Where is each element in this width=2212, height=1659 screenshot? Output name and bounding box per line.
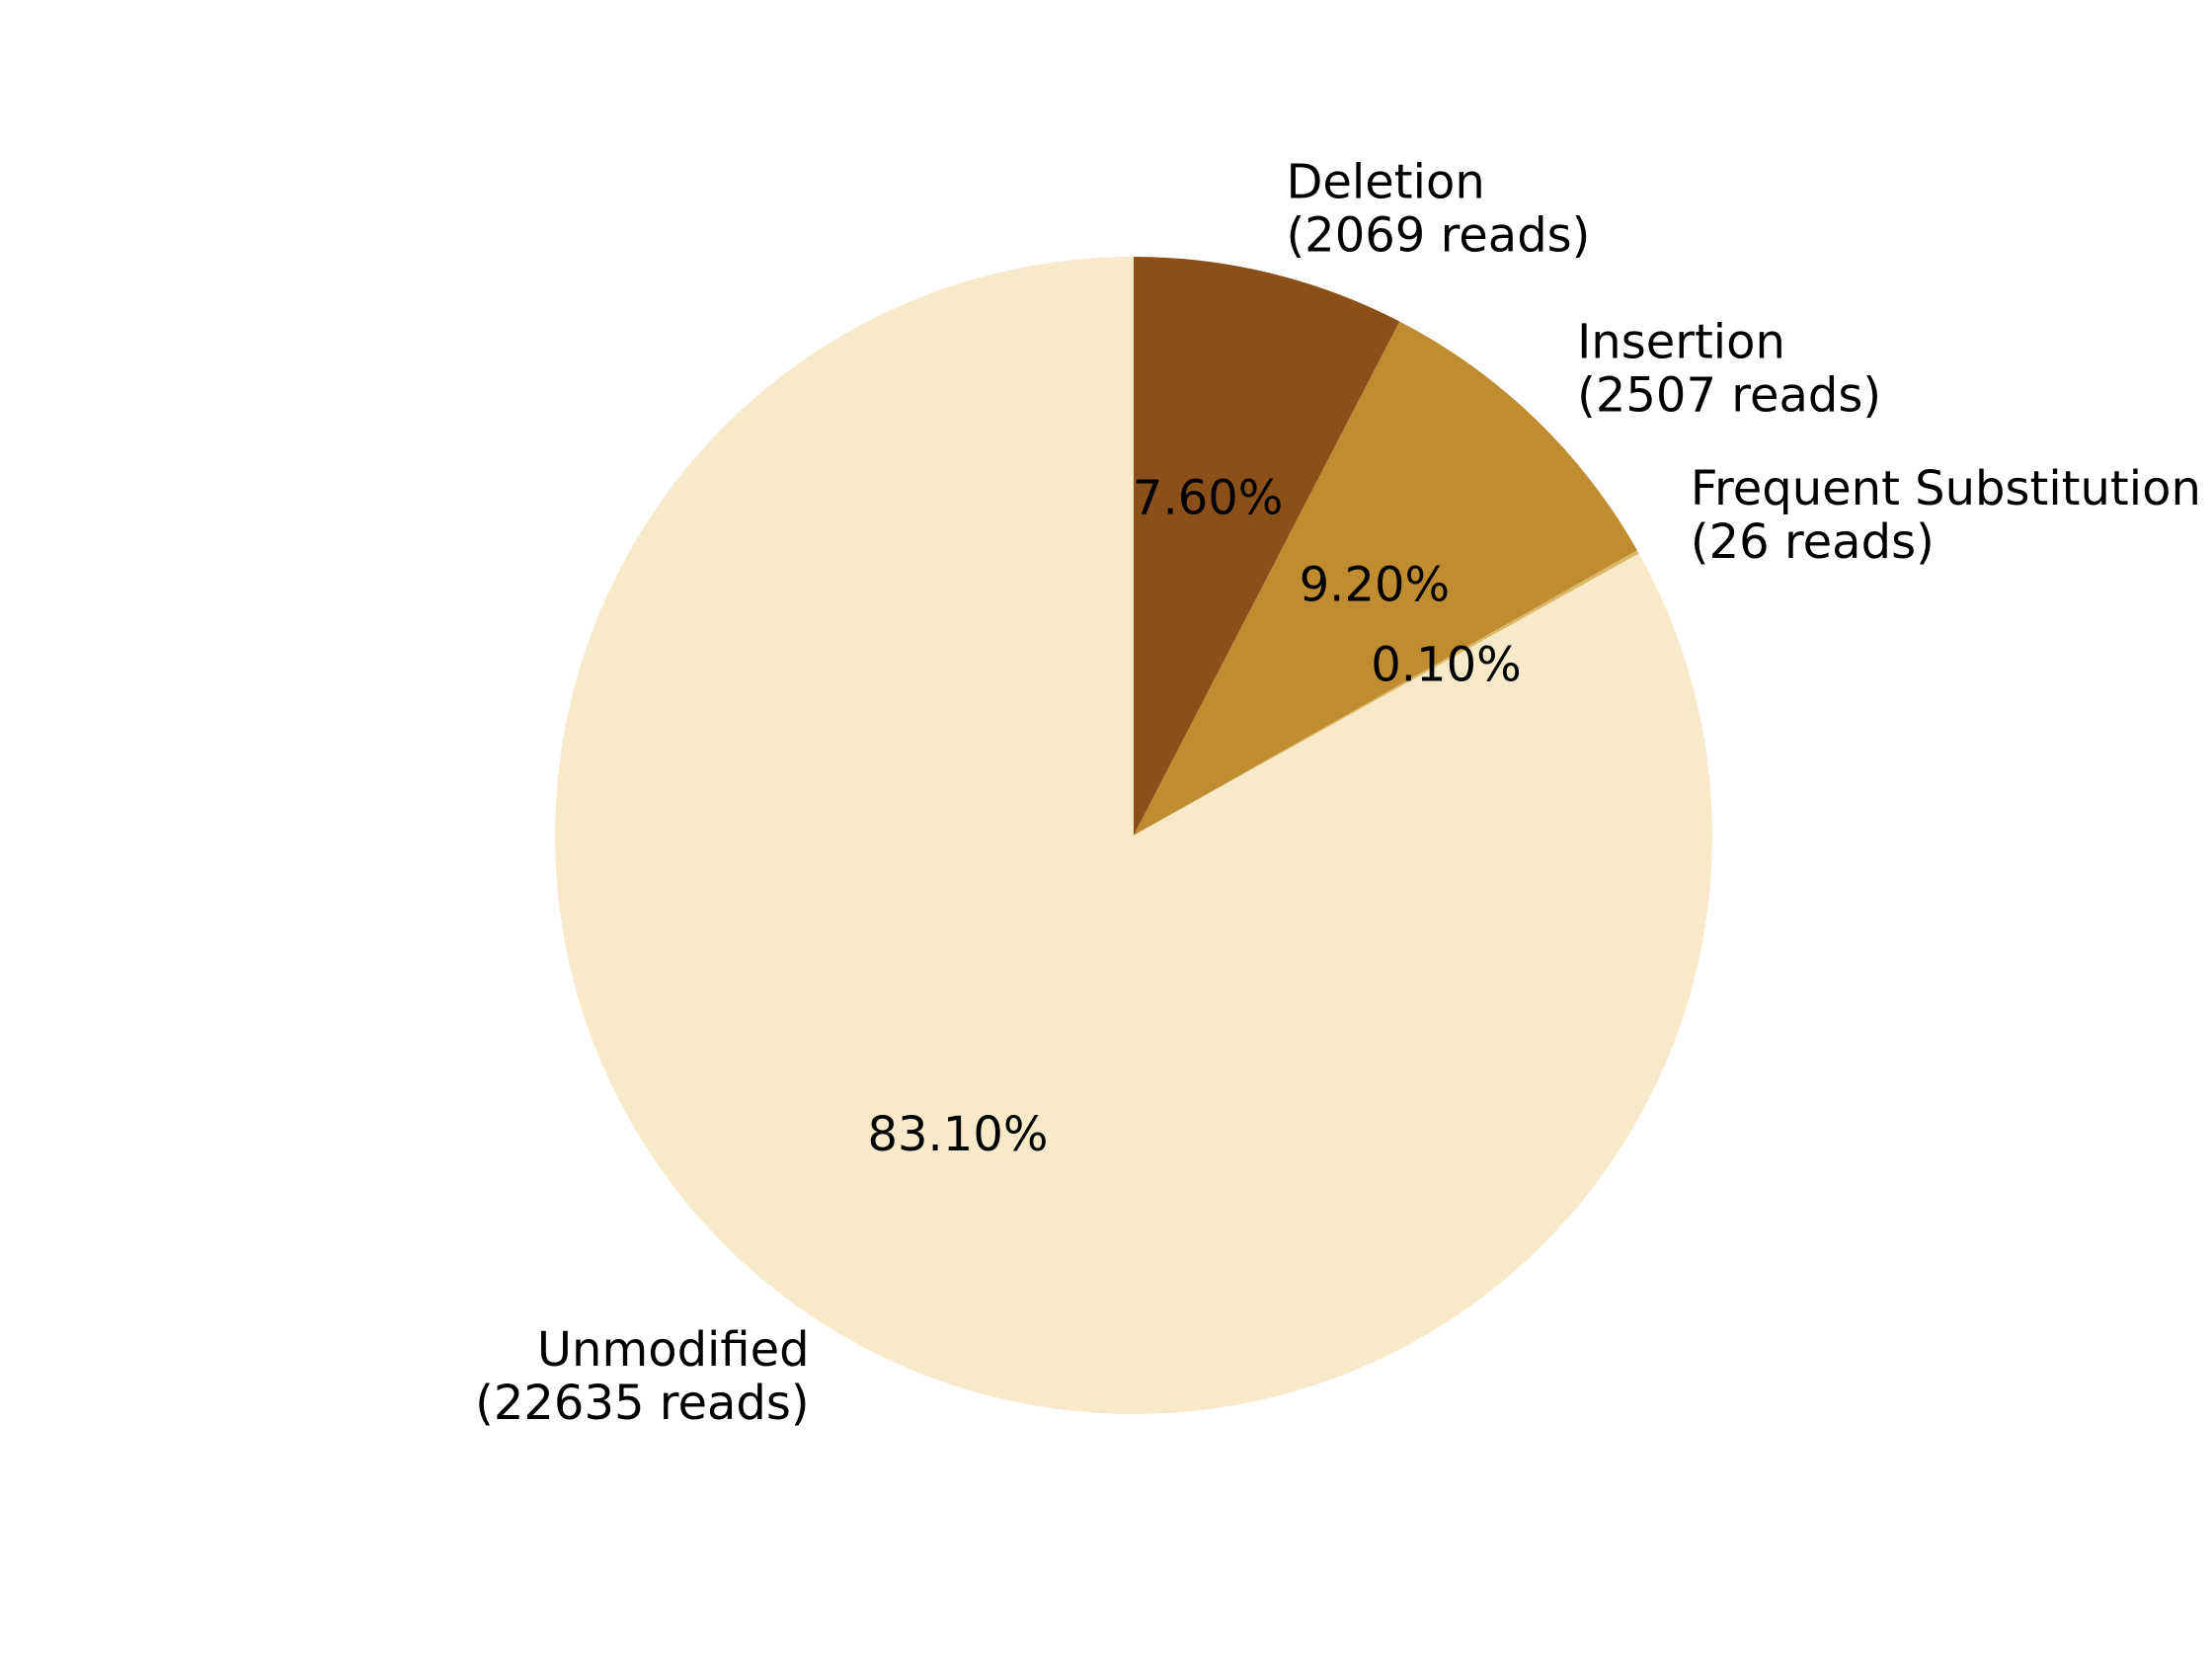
percent-label-frequent-substitution: 0.10% [1371,638,1521,693]
percent-labels: 7.60% 9.20% 0.10% 83.10% [867,470,1521,1162]
slice-name: Unmodified [537,1322,810,1378]
slice-label-deletion: Deletion (2069 reads) [1286,155,1590,264]
slice-label-unmodified: Unmodified (22635 reads) [475,1322,810,1431]
slice-label-insertion: Insertion (2507 reads) [1577,315,1881,424]
slice-name: Frequent Substitution [1691,461,2201,516]
slice-label-frequent-substitution: Frequent Substitution (26 reads) [1691,461,2201,570]
pie-slice-insertion [1134,321,1637,836]
percent-label-insertion: 9.20% [1300,558,1450,613]
pie-slices [555,257,1713,1414]
pie-slice-frequent-substitution [1134,550,1639,835]
slice-reads: (2069 reads) [1286,208,1590,264]
slice-name: Deletion [1286,155,1484,210]
slice-name: Insertion [1577,315,1785,370]
slice-reads: (26 reads) [1691,514,1935,570]
pie-slice-unmodified [555,257,1713,1414]
percent-label-deletion: 7.60% [1133,470,1283,525]
slice-labels: Deletion (2069 reads) Insertion (2507 reads… [475,155,2201,1431]
percent-label-unmodified: 83.10% [867,1107,1048,1162]
slice-reads: (22635 reads) [475,1376,810,1431]
slice-reads: (2507 reads) [1577,368,1881,424]
pie-slice-deletion [1134,257,1400,835]
